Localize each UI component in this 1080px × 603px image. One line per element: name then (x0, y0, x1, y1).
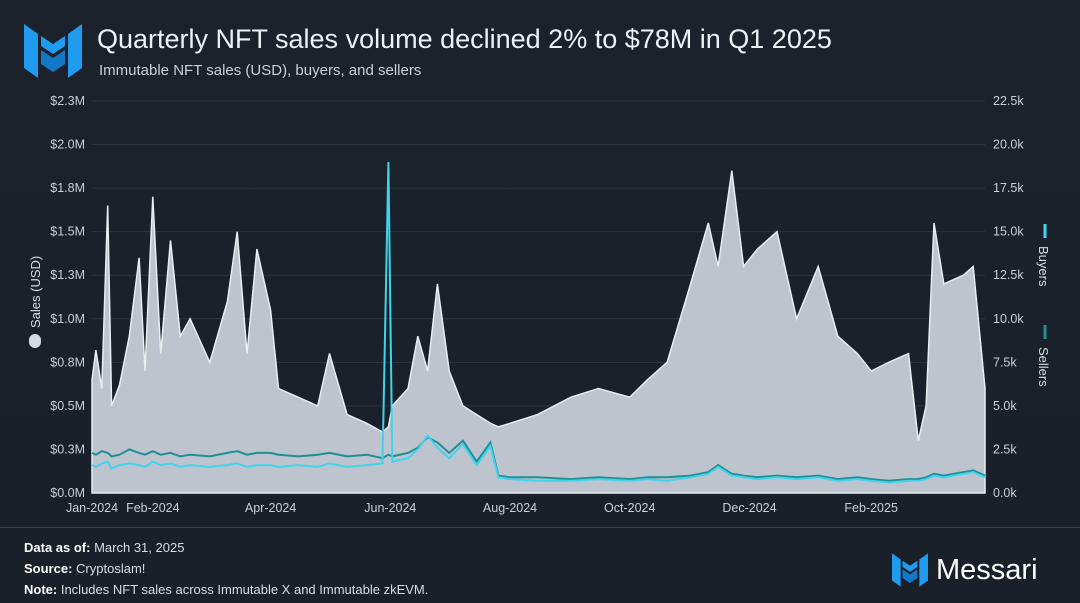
y-tick-label: $1.0M (50, 312, 85, 326)
data-as-of: Data as of: March 31, 2025 (24, 540, 185, 555)
y2-tick-label: 17.5k (993, 181, 1024, 195)
sales-area (91, 170, 986, 494)
y2-tick-label: 0.0k (993, 486, 1017, 500)
messari-brand: Messari (892, 552, 1038, 588)
y2-tick-label: 15.0k (993, 225, 1024, 239)
y-tick-label: $0.0M (50, 486, 85, 500)
y-tick-label: $1.3M (50, 268, 85, 282)
legend-label-sellers: Sellers (1036, 347, 1051, 387)
buyers-line (91, 161, 986, 484)
y-axis-title: Sales (USD) (28, 256, 43, 328)
x-tick-label: Apr-2024 (245, 501, 296, 515)
source: Source: Cryptoslam! (24, 561, 146, 576)
legend-sales: Sales (USD) (28, 256, 43, 348)
x-tick-label: Jun-2024 (364, 501, 416, 515)
chart-plot: $0.0M 0.0k $0.3M 2.5k $0.5M 5.0k $0.8M 7.5k $1.0… (28, 94, 1051, 515)
messari-logo (24, 24, 82, 78)
chart-title: Quarterly NFT sales volume declined 2% t… (97, 24, 832, 54)
brand-name: Messari (936, 553, 1038, 586)
sellers-line (91, 435, 986, 482)
y-tick-label: $2.0M (50, 138, 85, 152)
chart-subtitle: Immutable NFT sales (USD), buyers, and s… (99, 62, 422, 79)
y2-tick-label: 12.5k (993, 268, 1024, 282)
footer-divider (0, 527, 1080, 528)
y2-tick-label: 22.5k (993, 94, 1024, 108)
legend-label-buyers: Buyers (1036, 246, 1051, 287)
x-tick-label: Feb-2025 (844, 501, 898, 515)
y-tick-label: $0.3M (50, 442, 85, 456)
legend-swatch-sales (29, 334, 41, 348)
x-tick-label: Oct-2024 (604, 501, 655, 515)
x-tick-label: Dec-2024 (722, 501, 776, 515)
y-tick-label: $2.3M (50, 94, 85, 108)
y-tick-label: $0.5M (50, 399, 85, 413)
y-tick-label: $1.8M (50, 181, 85, 195)
y2-tick-label: 2.5k (993, 442, 1017, 456)
note: Note: Includes NFT sales across Immutabl… (24, 582, 429, 597)
y2-tick-label: 7.5k (993, 355, 1017, 369)
y-tick-label: $1.5M (50, 225, 85, 239)
messari-logo-small (892, 553, 928, 587)
y2-tick-label: 10.0k (993, 312, 1024, 326)
x-tick-label: Aug-2024 (483, 501, 537, 515)
x-tick-label: Feb-2024 (126, 501, 180, 515)
y2-tick-label: 20.0k (993, 138, 1024, 152)
x-tick-label: Jan-2024 (66, 501, 118, 515)
y-tick-label: $0.8M (50, 355, 85, 369)
y2-tick-label: 5.0k (993, 399, 1017, 413)
